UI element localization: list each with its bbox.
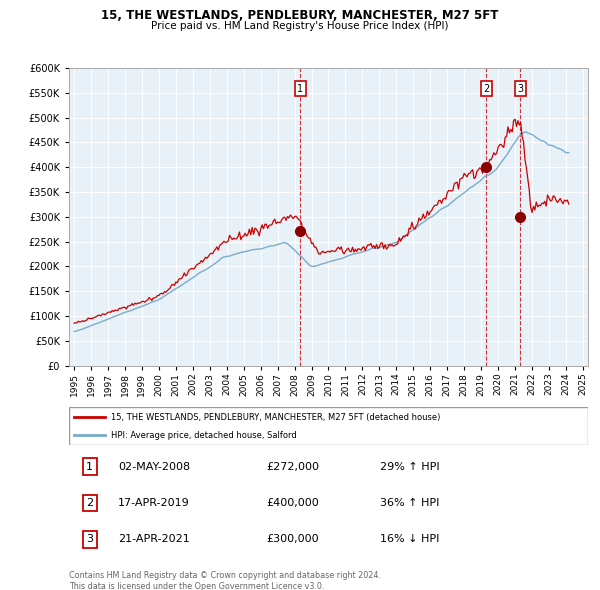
Text: 15, THE WESTLANDS, PENDLEBURY, MANCHESTER, M27 5FT: 15, THE WESTLANDS, PENDLEBURY, MANCHESTE… bbox=[101, 9, 499, 22]
Text: 2: 2 bbox=[483, 84, 489, 94]
Text: 02-MAY-2008: 02-MAY-2008 bbox=[118, 461, 190, 471]
Text: 36% ↑ HPI: 36% ↑ HPI bbox=[380, 498, 440, 508]
Text: 16% ↓ HPI: 16% ↓ HPI bbox=[380, 535, 440, 545]
Text: Price paid vs. HM Land Registry's House Price Index (HPI): Price paid vs. HM Land Registry's House … bbox=[151, 21, 449, 31]
Text: Contains HM Land Registry data © Crown copyright and database right 2024.: Contains HM Land Registry data © Crown c… bbox=[69, 571, 381, 580]
Text: 21-APR-2021: 21-APR-2021 bbox=[118, 535, 190, 545]
Text: £272,000: £272,000 bbox=[266, 461, 319, 471]
Text: 3: 3 bbox=[517, 84, 523, 94]
Text: 2: 2 bbox=[86, 498, 94, 508]
Text: 3: 3 bbox=[86, 535, 93, 545]
Text: 29% ↑ HPI: 29% ↑ HPI bbox=[380, 461, 440, 471]
Text: 1: 1 bbox=[86, 461, 93, 471]
Text: HPI: Average price, detached house, Salford: HPI: Average price, detached house, Salf… bbox=[110, 431, 296, 440]
Text: 17-APR-2019: 17-APR-2019 bbox=[118, 498, 190, 508]
Text: 1: 1 bbox=[297, 84, 303, 94]
Text: 15, THE WESTLANDS, PENDLEBURY, MANCHESTER, M27 5FT (detached house): 15, THE WESTLANDS, PENDLEBURY, MANCHESTE… bbox=[110, 413, 440, 422]
Text: £300,000: £300,000 bbox=[266, 535, 319, 545]
Text: £400,000: £400,000 bbox=[266, 498, 319, 508]
Text: This data is licensed under the Open Government Licence v3.0.: This data is licensed under the Open Gov… bbox=[69, 582, 325, 590]
